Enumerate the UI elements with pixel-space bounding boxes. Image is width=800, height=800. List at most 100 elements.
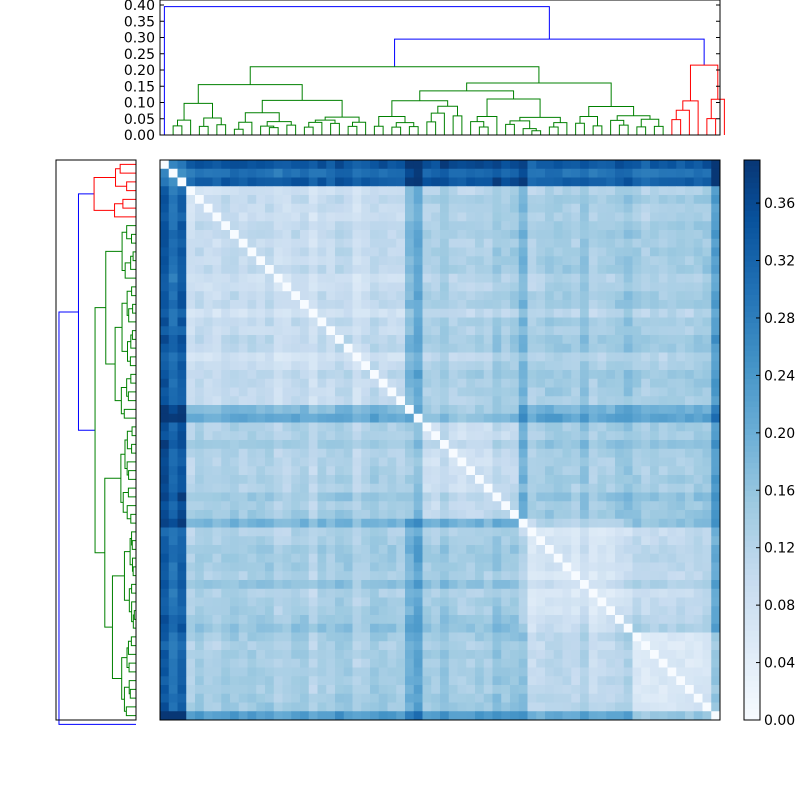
heatmap-cell bbox=[195, 265, 205, 275]
heatmap-cell bbox=[282, 396, 292, 406]
heatmap-cell bbox=[300, 186, 310, 196]
heatmap-cell bbox=[457, 212, 467, 222]
heatmap-cell bbox=[588, 571, 598, 581]
heatmap-cell bbox=[343, 676, 353, 686]
heatmap-cell bbox=[536, 422, 546, 432]
heatmap-cell bbox=[623, 632, 633, 642]
heatmap-cell bbox=[676, 361, 686, 371]
heatmap-cell bbox=[195, 370, 205, 380]
heatmap-cell bbox=[676, 387, 686, 397]
heatmap-cell bbox=[676, 685, 686, 695]
heatmap-cell bbox=[571, 606, 581, 616]
heatmap-cell bbox=[641, 702, 651, 712]
heatmap-cell bbox=[203, 632, 213, 642]
dendrogram-link bbox=[131, 583, 136, 594]
heatmap-cell bbox=[370, 186, 380, 196]
colorbar-swatch bbox=[744, 557, 760, 564]
heatmap-cell bbox=[431, 396, 441, 406]
heatmap-cell bbox=[186, 273, 196, 283]
heatmap-cell bbox=[413, 177, 423, 187]
heatmap-cell bbox=[641, 711, 651, 721]
heatmap-cell bbox=[711, 247, 721, 257]
heatmap-cell bbox=[168, 553, 178, 563]
heatmap-cell bbox=[317, 588, 327, 598]
heatmap-cell bbox=[431, 711, 441, 721]
heatmap-cell bbox=[527, 571, 537, 581]
heatmap-cell bbox=[650, 702, 660, 712]
heatmap-cell bbox=[221, 702, 231, 712]
heatmap-cell bbox=[632, 203, 642, 213]
heatmap-cell bbox=[518, 676, 528, 686]
heatmap-cell bbox=[597, 247, 607, 257]
heatmap-cell bbox=[632, 168, 642, 178]
heatmap-cell bbox=[536, 335, 546, 345]
heatmap-cell bbox=[273, 361, 283, 371]
heatmap-cell bbox=[650, 221, 660, 231]
heatmap-cell bbox=[632, 501, 642, 511]
heatmap-cell bbox=[335, 387, 345, 397]
heatmap-cell bbox=[361, 667, 371, 677]
heatmap-cell bbox=[203, 352, 213, 362]
heatmap-cell bbox=[186, 632, 196, 642]
heatmap-cell bbox=[343, 571, 353, 581]
heatmap-cell bbox=[623, 405, 633, 415]
heatmap-cell bbox=[483, 693, 493, 703]
heatmap-cell bbox=[317, 405, 327, 415]
heatmap-cell bbox=[658, 361, 668, 371]
heatmap-cell bbox=[308, 580, 318, 590]
heatmap-cell bbox=[195, 527, 205, 537]
heatmap-cell bbox=[518, 693, 528, 703]
heatmap-cell bbox=[422, 177, 432, 187]
heatmap-cell bbox=[492, 378, 502, 388]
heatmap-cell bbox=[160, 702, 170, 712]
heatmap-cell bbox=[711, 413, 721, 423]
colorbar-swatch bbox=[744, 300, 760, 307]
colorbar-swatch bbox=[744, 160, 760, 167]
heatmap-cell bbox=[440, 483, 450, 493]
heatmap-cell bbox=[431, 230, 441, 240]
heatmap-cell bbox=[230, 343, 240, 353]
heatmap-cell bbox=[413, 422, 423, 432]
heatmap-cell bbox=[475, 615, 485, 625]
dendrogram-link bbox=[470, 121, 485, 135]
heatmap-cell bbox=[606, 335, 616, 345]
heatmap-cell bbox=[711, 483, 721, 493]
heatmap-cell bbox=[291, 378, 301, 388]
heatmap-cell bbox=[168, 501, 178, 511]
heatmap-cell bbox=[378, 475, 388, 485]
colorbar-tick-label: 0.12 bbox=[764, 541, 795, 557]
top-dendrogram-frame bbox=[159, 0, 721, 136]
heatmap-cell bbox=[466, 256, 476, 266]
colorbar-swatch bbox=[744, 311, 760, 318]
heatmap-cell bbox=[492, 685, 502, 695]
heatmap-cell bbox=[650, 711, 660, 721]
heatmap-cell bbox=[545, 212, 555, 222]
heatmap-cell bbox=[466, 667, 476, 677]
heatmap-cell bbox=[387, 168, 397, 178]
heatmap-cell bbox=[650, 641, 660, 651]
heatmap-cell bbox=[256, 203, 266, 213]
heatmap-cell bbox=[632, 650, 642, 660]
heatmap-cell bbox=[230, 711, 240, 721]
heatmap-cell bbox=[256, 580, 266, 590]
heatmap-cell bbox=[466, 265, 476, 275]
heatmap-cell bbox=[273, 343, 283, 353]
heatmap-cell bbox=[203, 650, 213, 660]
heatmap-cell bbox=[378, 518, 388, 528]
heatmap-cell bbox=[168, 457, 178, 467]
heatmap-cell bbox=[440, 632, 450, 642]
heatmap-cell bbox=[588, 650, 598, 660]
heatmap-cell bbox=[510, 571, 520, 581]
heatmap-cell bbox=[510, 448, 520, 458]
heatmap-cell bbox=[160, 396, 170, 406]
heatmap-cell bbox=[168, 483, 178, 493]
heatmap-cell bbox=[195, 685, 205, 695]
heatmap-cell bbox=[588, 195, 598, 205]
heatmap-cell bbox=[177, 475, 187, 485]
heatmap-cell bbox=[256, 440, 266, 450]
heatmap-cell bbox=[545, 361, 555, 371]
heatmap-cell bbox=[203, 212, 213, 222]
heatmap-cell bbox=[676, 457, 686, 467]
heatmap-cell bbox=[186, 343, 196, 353]
heatmap-cell bbox=[562, 265, 572, 275]
